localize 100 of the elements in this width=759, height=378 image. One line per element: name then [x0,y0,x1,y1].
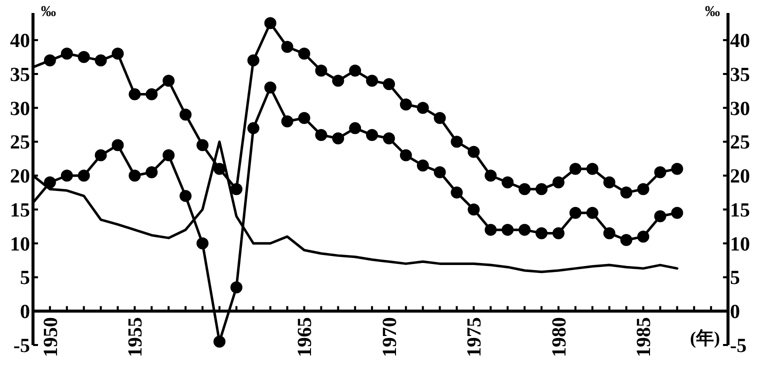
y2-tick-label: 10 [730,233,750,256]
point [315,64,328,77]
point [569,206,582,219]
point [281,40,294,53]
point [196,139,209,152]
point [247,122,260,134]
point [484,224,497,236]
point [349,122,362,134]
point [536,227,548,240]
x-tick-label: 1980 [548,317,570,358]
point [569,162,582,175]
y-tick-label: 25 [10,132,30,154]
point [518,224,531,236]
point [654,210,666,222]
point [213,162,226,175]
x-tick-label: 1950 [40,317,62,358]
y2-tick-label: 30 [730,98,750,120]
point [281,115,294,128]
point [78,51,90,64]
point [502,176,514,188]
y-tick-label: 40 [10,30,30,52]
point [112,48,124,60]
point [94,149,107,162]
point [450,136,463,148]
x-axis-title: (年) [690,328,720,348]
point [196,237,209,250]
y2-tick-label: -5 [730,335,747,357]
point [247,54,260,66]
x-tick-label: 1975 [464,317,486,358]
point [180,190,192,202]
y-tick-label: 20 [10,166,30,188]
point [434,166,446,178]
point [94,54,107,66]
point [366,128,378,141]
point [180,108,192,121]
point [400,149,412,162]
y2-tick-label: 20 [730,166,750,188]
point [536,183,548,196]
point [264,17,276,30]
point [60,48,73,60]
x-tick-label: 1965 [294,317,316,358]
y2-tick-label: 15 [730,199,750,222]
x-tick-label: 1955 [124,317,147,358]
point [671,206,684,219]
point [586,206,598,219]
y2-tick-label: 35 [730,64,750,86]
y2-tick-label: 0 [730,301,740,324]
point [382,132,395,144]
point [298,112,310,124]
point [637,230,650,243]
y2-tick-label: 5 [730,267,740,290]
point [502,224,514,236]
point [552,176,564,188]
y2-tick-label: 25 [730,132,750,154]
point [468,146,480,158]
point [315,128,328,141]
x-tick-label: 1985 [633,317,656,358]
point [349,64,362,77]
point [44,54,56,66]
point [416,102,429,114]
point [162,74,175,87]
x-tick-label: 1970 [378,317,401,358]
point [44,176,56,188]
y-tick-label: 0 [20,301,30,324]
point [128,88,141,100]
point [603,227,616,240]
point [213,336,226,348]
point [518,183,531,196]
point [146,166,158,178]
y-tick-label: 5 [20,267,30,290]
point [230,183,242,196]
point [332,132,344,144]
point [78,170,90,182]
point [484,170,497,182]
point [298,48,310,60]
point [400,98,412,110]
point [450,186,463,199]
y-tick-label: -5 [13,335,30,357]
point [671,162,684,175]
point [162,149,175,162]
point [128,170,141,182]
point [382,78,395,90]
y2-axis-title: ‰ [705,4,720,20]
y-tick-label: 10 [10,233,30,256]
point [586,162,598,175]
point [146,88,158,100]
point [60,170,73,182]
y-axis-title: ‰ [41,4,56,20]
point [620,234,632,246]
y-tick-label: 30 [10,98,30,120]
point [366,74,378,87]
point [416,159,429,172]
y-tick-label: 15 [10,199,30,222]
point [230,281,242,294]
point [603,176,616,188]
point [468,203,480,216]
y2-tick-label: 40 [730,30,750,52]
point [434,112,446,124]
y-tick-label: 35 [10,64,30,86]
point [332,74,344,87]
